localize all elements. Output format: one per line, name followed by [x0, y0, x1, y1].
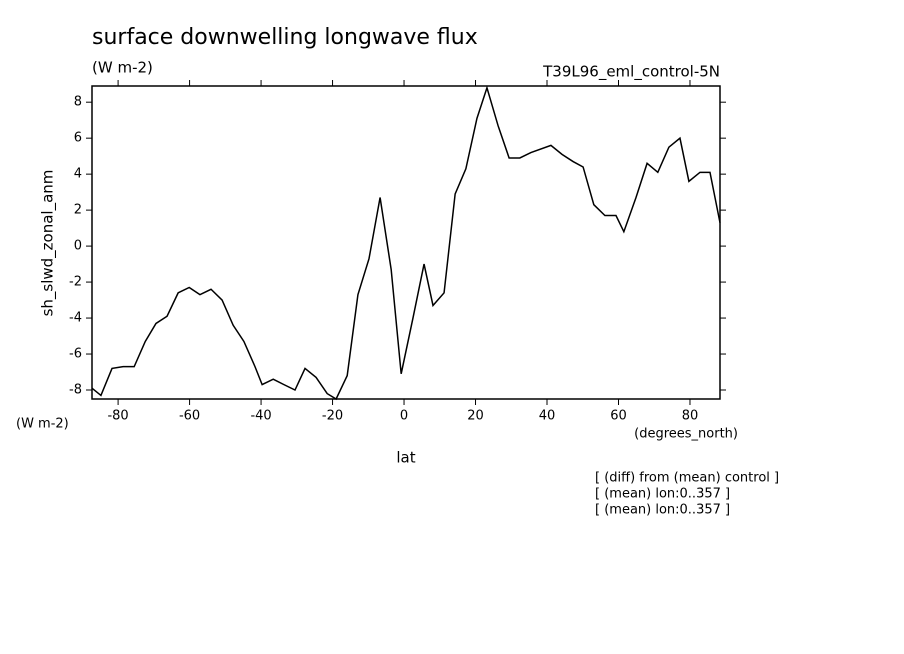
y-tick-label: -6: [69, 347, 82, 362]
x-tick-label: -40: [250, 409, 271, 424]
data-line: [91, 85, 721, 401]
x-tick-label: -80: [107, 409, 128, 424]
y-axis-label: sh_slwd_zonal_anm: [39, 170, 58, 317]
note: [ (mean) lon:0..357 ]: [595, 503, 730, 518]
chart-subtitle: (W m-2): [92, 59, 153, 77]
y-tick-label: -8: [69, 383, 82, 398]
y-tick-label: 8: [74, 95, 82, 110]
y-tick-label: 0: [74, 239, 82, 254]
y-tick-label: 4: [74, 167, 82, 182]
x-tick-label: 0: [400, 409, 408, 424]
y-tick-label: -2: [69, 275, 82, 290]
x-tick-label: 40: [539, 409, 556, 424]
note: [ (diff) from (mean) control ]: [595, 471, 779, 486]
dataset-label: T39L96_eml_control-5N: [542, 63, 720, 82]
plot-frame: [91, 85, 721, 400]
y-units: (W m-2): [16, 417, 69, 432]
x-axis-label: lat: [396, 449, 415, 467]
y-tick-label: 2: [74, 203, 82, 218]
x-tick-label: -60: [179, 409, 200, 424]
y-tick-label: 6: [74, 131, 82, 146]
y-tick-label: -4: [69, 311, 82, 326]
chart-title: surface downwelling longwave flux: [92, 25, 478, 50]
note: [ (mean) lon:0..357 ]: [595, 487, 730, 502]
x-tick-label: -20: [322, 409, 343, 424]
x-units: (degrees_north): [634, 427, 738, 442]
x-tick-label: 20: [467, 409, 484, 424]
x-tick-label: 80: [682, 409, 699, 424]
x-tick-label: 60: [610, 409, 627, 424]
